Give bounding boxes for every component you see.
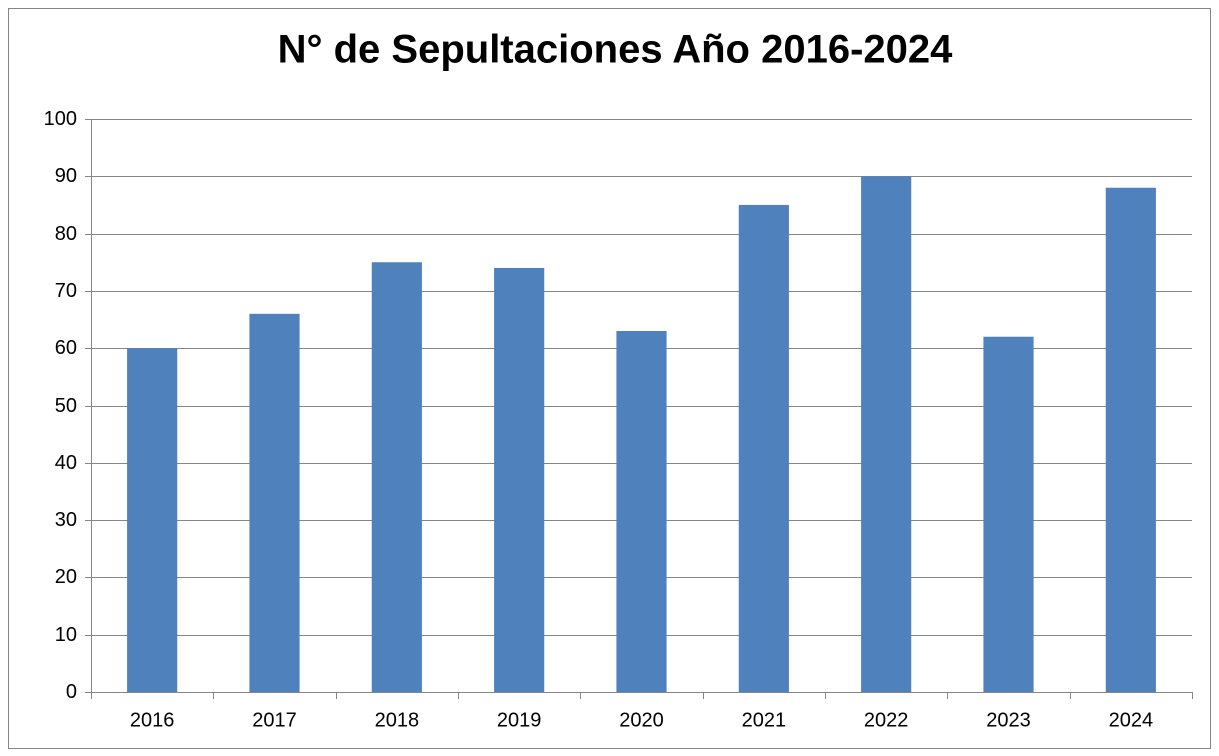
- y-tick-label: 100: [44, 108, 77, 130]
- y-tick-label: 40: [55, 452, 77, 474]
- x-tick-label: 2018: [375, 709, 420, 731]
- y-tick-label: 20: [55, 566, 77, 588]
- x-tick-label: 2022: [864, 709, 909, 731]
- y-tick-label: 50: [55, 395, 77, 417]
- x-tick-label: 2016: [130, 709, 175, 731]
- y-tick-label: 90: [55, 165, 77, 187]
- x-tick-label: 2020: [619, 709, 664, 731]
- y-tick-label: 10: [55, 624, 77, 646]
- x-tick-label: 2019: [497, 709, 542, 731]
- bar: [738, 204, 789, 692]
- bar: [983, 336, 1034, 692]
- bar: [494, 267, 545, 692]
- y-tick-label: 70: [55, 280, 77, 302]
- y-tick-label: 60: [55, 337, 77, 359]
- x-tick-label: 2017: [252, 709, 297, 731]
- bar: [249, 313, 300, 692]
- x-tick-label: 2023: [986, 709, 1031, 731]
- bar: [371, 262, 422, 692]
- bar: [1105, 187, 1156, 692]
- x-tick-label: 2024: [1109, 709, 1154, 731]
- chart-title: N° de Sepultaciones Año 2016-2024: [278, 28, 954, 72]
- x-tick-label: 2021: [742, 709, 787, 731]
- bar: [127, 348, 178, 692]
- y-tick-label: 0: [66, 681, 77, 703]
- y-tick-label: 80: [55, 223, 77, 245]
- bar: [861, 176, 912, 693]
- bar: [616, 331, 667, 692]
- y-tick-label: 30: [55, 509, 77, 531]
